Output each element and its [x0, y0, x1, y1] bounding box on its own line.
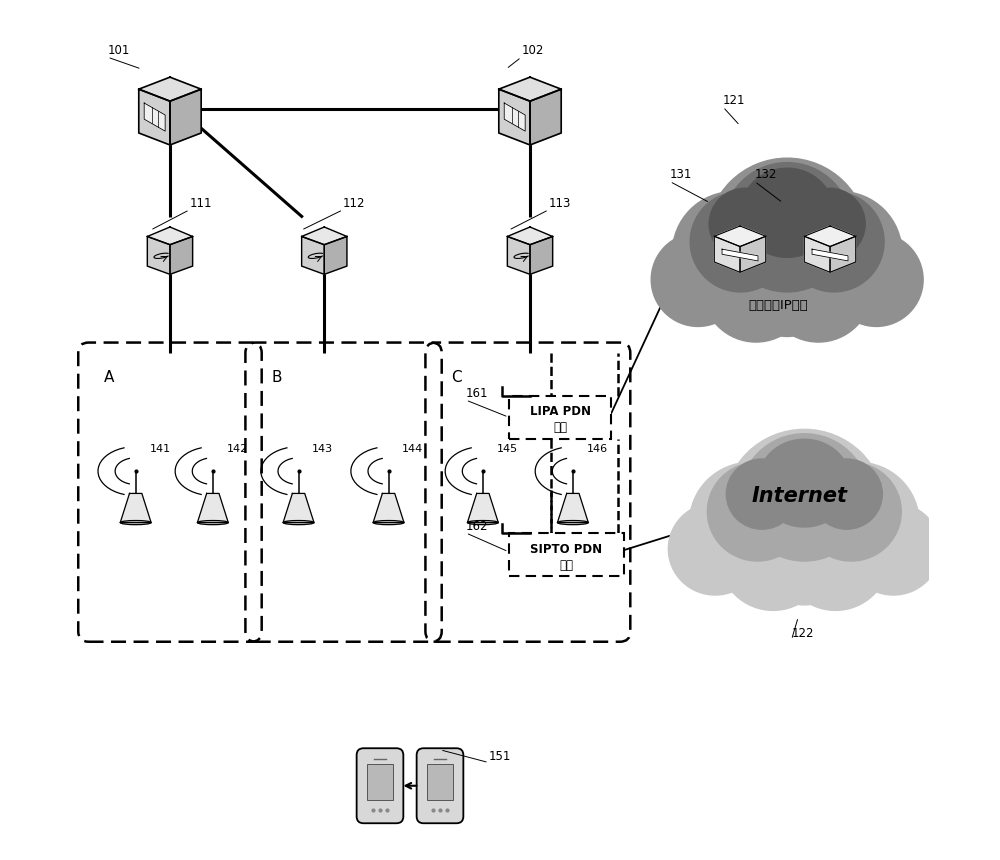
Ellipse shape — [672, 192, 795, 314]
Ellipse shape — [723, 163, 852, 292]
Polygon shape — [530, 89, 561, 145]
Ellipse shape — [779, 192, 902, 314]
Ellipse shape — [758, 439, 851, 527]
Ellipse shape — [765, 235, 872, 342]
Ellipse shape — [690, 192, 791, 292]
Polygon shape — [722, 249, 758, 261]
Polygon shape — [120, 494, 151, 523]
Ellipse shape — [797, 463, 919, 583]
Bar — [509, 533, 624, 575]
Polygon shape — [499, 77, 561, 101]
Text: 144: 144 — [402, 444, 424, 454]
Bar — [367, 764, 393, 801]
Text: LIPA PDN: LIPA PDN — [530, 406, 591, 419]
Polygon shape — [740, 237, 766, 273]
Polygon shape — [804, 237, 830, 273]
Text: 151: 151 — [489, 750, 511, 763]
Polygon shape — [557, 494, 588, 523]
FancyBboxPatch shape — [417, 748, 463, 823]
Polygon shape — [507, 237, 530, 274]
Text: 132: 132 — [755, 169, 777, 181]
Ellipse shape — [557, 520, 588, 525]
Text: 112: 112 — [343, 197, 366, 210]
Ellipse shape — [801, 463, 901, 561]
Text: SIPTO PDN: SIPTO PDN — [530, 543, 602, 556]
Ellipse shape — [847, 503, 940, 595]
Polygon shape — [302, 237, 324, 274]
Ellipse shape — [120, 520, 151, 525]
Polygon shape — [170, 89, 201, 145]
Text: A: A — [104, 370, 114, 385]
Text: C: C — [451, 370, 462, 385]
Ellipse shape — [373, 520, 404, 525]
Polygon shape — [324, 237, 347, 274]
Polygon shape — [507, 227, 553, 245]
Ellipse shape — [283, 520, 314, 525]
Ellipse shape — [748, 259, 826, 336]
Text: 146: 146 — [587, 444, 608, 454]
Text: 121: 121 — [723, 94, 745, 107]
Ellipse shape — [709, 188, 780, 260]
Polygon shape — [830, 237, 856, 273]
Bar — [509, 396, 611, 439]
Text: 143: 143 — [312, 444, 333, 454]
Ellipse shape — [467, 520, 498, 525]
Polygon shape — [373, 494, 404, 523]
Text: 131: 131 — [670, 169, 692, 181]
Text: 企业内部IP网络: 企业内部IP网络 — [749, 299, 808, 312]
Polygon shape — [804, 226, 856, 247]
Ellipse shape — [707, 158, 867, 319]
FancyBboxPatch shape — [357, 748, 403, 823]
Text: 连接: 连接 — [553, 421, 567, 434]
Polygon shape — [139, 77, 201, 101]
Ellipse shape — [740, 433, 869, 561]
Polygon shape — [530, 237, 553, 274]
Text: 111: 111 — [190, 197, 212, 210]
Polygon shape — [170, 237, 193, 274]
Ellipse shape — [765, 528, 843, 605]
Polygon shape — [147, 237, 170, 274]
Ellipse shape — [740, 169, 834, 257]
Text: 连接: 连接 — [559, 558, 573, 572]
Ellipse shape — [830, 233, 923, 327]
Ellipse shape — [668, 503, 762, 595]
Text: 101: 101 — [107, 44, 130, 57]
Ellipse shape — [720, 505, 827, 611]
Text: 161: 161 — [466, 387, 488, 400]
Polygon shape — [467, 494, 498, 523]
Ellipse shape — [784, 192, 884, 292]
Polygon shape — [197, 494, 228, 523]
Ellipse shape — [724, 429, 885, 587]
Text: 162: 162 — [466, 519, 488, 533]
Polygon shape — [302, 227, 347, 245]
Ellipse shape — [726, 459, 798, 529]
Ellipse shape — [782, 505, 889, 611]
Ellipse shape — [197, 520, 228, 525]
Polygon shape — [499, 89, 530, 145]
Text: B: B — [271, 370, 282, 385]
Text: 142: 142 — [227, 444, 248, 454]
Polygon shape — [139, 89, 170, 145]
Polygon shape — [147, 227, 193, 245]
Text: Internet: Internet — [752, 486, 848, 506]
Text: 113: 113 — [549, 197, 571, 210]
Ellipse shape — [690, 463, 812, 583]
Ellipse shape — [702, 235, 809, 342]
Text: 102: 102 — [521, 44, 544, 57]
Polygon shape — [283, 494, 314, 523]
Ellipse shape — [794, 188, 865, 260]
Ellipse shape — [707, 463, 808, 561]
Text: 141: 141 — [149, 444, 171, 454]
Ellipse shape — [651, 233, 745, 327]
Polygon shape — [504, 103, 525, 132]
Polygon shape — [812, 249, 848, 261]
Text: 122: 122 — [791, 627, 814, 640]
Polygon shape — [714, 237, 740, 273]
Polygon shape — [144, 103, 165, 132]
Bar — [427, 764, 453, 801]
Polygon shape — [714, 226, 766, 247]
Text: 145: 145 — [497, 444, 518, 454]
Ellipse shape — [811, 459, 882, 529]
